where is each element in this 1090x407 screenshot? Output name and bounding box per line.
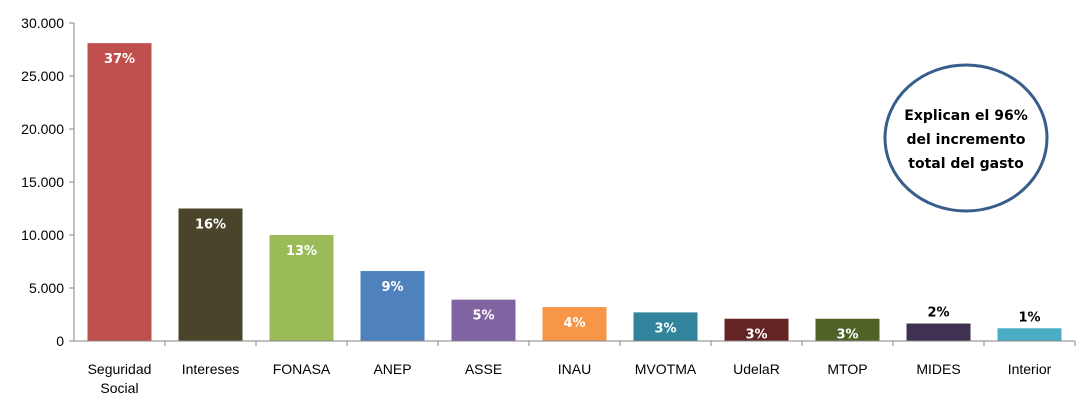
bar-value-label: 3% bbox=[654, 321, 676, 336]
y-tick-label: 15.000 bbox=[21, 174, 64, 190]
y-tick-label: 30.000 bbox=[21, 15, 64, 31]
y-tick-label: 5.000 bbox=[29, 280, 64, 296]
x-category-label: UdelaR bbox=[733, 361, 780, 377]
x-category-label: ANEP bbox=[373, 361, 411, 377]
bar bbox=[451, 299, 516, 341]
bar bbox=[815, 318, 880, 341]
x-category-label: MVOTMA bbox=[635, 361, 697, 377]
bar-value-label: 2% bbox=[927, 306, 949, 321]
x-category-label: FONASA bbox=[273, 361, 331, 377]
bar-value-label: 37% bbox=[104, 52, 135, 67]
x-category-label: Social bbox=[100, 380, 138, 396]
bar bbox=[997, 328, 1062, 341]
bar-value-label: 3% bbox=[836, 328, 858, 343]
bar bbox=[633, 312, 698, 341]
x-category-label: Interior bbox=[1008, 361, 1052, 377]
x-category-label: ASSE bbox=[465, 361, 502, 377]
y-axis: 0 5.000 10.000 15.000 20.000 25.000 30.000 bbox=[21, 15, 75, 349]
bar-value-label: 13% bbox=[286, 244, 317, 259]
bar-value-label: 3% bbox=[745, 328, 767, 343]
bar bbox=[178, 208, 243, 341]
x-category-label: INAU bbox=[558, 361, 591, 377]
annotation-text: Explican el 96% bbox=[904, 108, 1027, 124]
bars: 37% 16% 13% 9% 5% 4% 3% 3% 3% 2% 1% bbox=[87, 43, 1062, 343]
y-tick-label: 10.000 bbox=[21, 227, 64, 243]
x-category-label: Seguridad bbox=[88, 361, 152, 377]
x-category-label: MTOP bbox=[827, 361, 867, 377]
annotation-text: total del gasto bbox=[908, 156, 1024, 172]
x-category-label: MIDES bbox=[916, 361, 960, 377]
y-tick-label: 0 bbox=[56, 333, 64, 349]
bar-value-label: 4% bbox=[563, 316, 585, 331]
y-tick-label: 20.000 bbox=[21, 121, 64, 137]
annotation-text: del incremento bbox=[906, 132, 1025, 148]
annotation: Explican el 96% del incremento total del g… bbox=[883, 63, 1049, 213]
bar bbox=[906, 323, 971, 341]
x-category-label: Intereses bbox=[182, 361, 240, 377]
annotation-circle bbox=[883, 63, 1049, 213]
bar-value-label: 1% bbox=[1018, 310, 1040, 325]
bar bbox=[542, 307, 607, 341]
bar bbox=[269, 235, 334, 341]
bar bbox=[360, 271, 425, 341]
bar bbox=[724, 318, 789, 341]
bar-value-label: 16% bbox=[195, 218, 226, 233]
x-axis: Seguridad Social Intereses FONASA ANEP ASSE IN… bbox=[74, 340, 1076, 396]
y-tick-label: 25.000 bbox=[21, 68, 64, 84]
bar-value-label: 5% bbox=[472, 309, 494, 324]
bar bbox=[87, 43, 152, 341]
bar-value-label: 9% bbox=[381, 280, 403, 295]
